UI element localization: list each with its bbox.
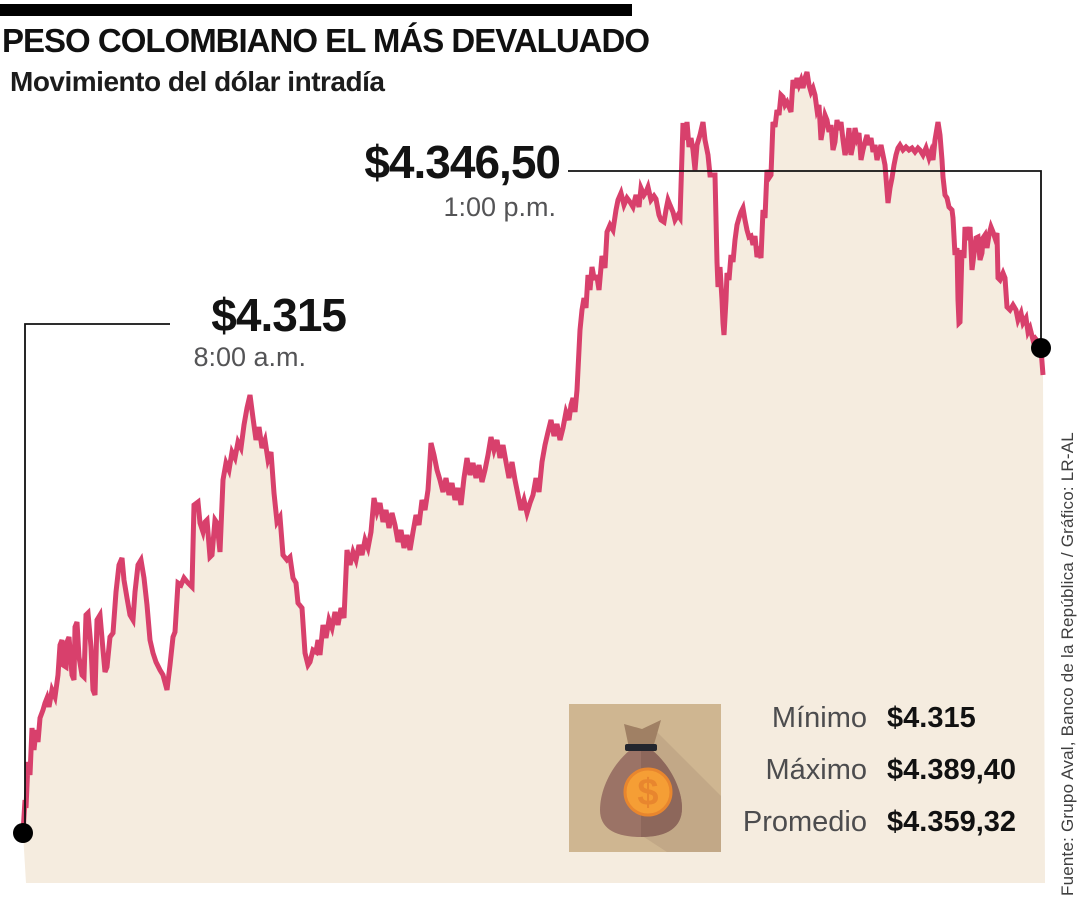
stat-label-avg: Promedio bbox=[742, 806, 867, 838]
close-time-label: 1:00 p.m. bbox=[443, 192, 556, 222]
stat-row-min: Mínimo $4.315 bbox=[735, 702, 1016, 737]
stat-row-max: Máximo $4.389,40 bbox=[735, 754, 1016, 789]
money-bag-icon: $ bbox=[569, 704, 721, 857]
stat-row-avg: Promedio $4.359,32 bbox=[735, 806, 1016, 841]
stat-value-min: $4.315 bbox=[887, 702, 976, 734]
money-bag-knot bbox=[624, 720, 661, 748]
page-title: PESO COLOMBIANO EL MÁS DEVALUADO bbox=[2, 22, 650, 59]
stat-label-min: Mínimo bbox=[771, 702, 867, 734]
open-value-label: $4.315 bbox=[211, 289, 347, 341]
coin bbox=[623, 767, 673, 817]
stat-value-avg: $4.359,32 bbox=[887, 806, 1017, 838]
open-time-label: 8:00 a.m. bbox=[193, 342, 306, 372]
money-bag-tie bbox=[625, 744, 657, 751]
close-value-label: $4.346,50 bbox=[364, 136, 561, 188]
source-credit: Fuente: Grupo Aval, Banco de la Repúblic… bbox=[1058, 432, 1077, 896]
top-accent-bar bbox=[0, 4, 632, 16]
stat-label-max: Máximo bbox=[765, 754, 867, 786]
chart-subtitle: Movimiento del dólar intradía bbox=[10, 66, 385, 97]
stat-value-max: $4.389,40 bbox=[887, 754, 1017, 786]
stats-panel: Mínimo $4.315 Máximo $4.389,40 Promedio … bbox=[735, 702, 1016, 858]
coin-dollar-glyph: $ bbox=[637, 772, 658, 814]
